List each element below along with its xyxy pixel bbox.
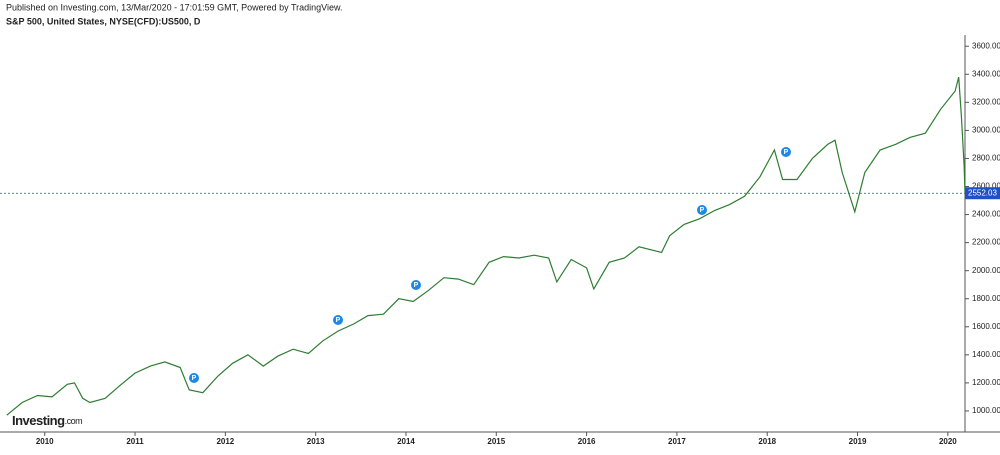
publisher-note: Published on Investing.com, 13/Mar/2020 …	[6, 2, 343, 12]
y-tick-label: 3400.00	[972, 69, 1000, 78]
p-icon: P	[411, 280, 421, 290]
p-icon-glyph: P	[336, 317, 341, 324]
p-icon: P	[697, 205, 707, 215]
logo: Investing.com	[12, 413, 82, 428]
x-tick-label: 2015	[487, 437, 505, 446]
y-tick-label: 2600.00	[972, 182, 1000, 191]
p-icon-glyph: P	[784, 149, 789, 156]
y-tick-label: 2200.00	[972, 238, 1000, 247]
y-tick-label: 2800.00	[972, 154, 1000, 163]
x-tick-label: 2010	[36, 437, 54, 446]
last-price-label: 2552.03	[968, 188, 997, 197]
x-tick-label: 2012	[216, 437, 234, 446]
p-icon-glyph: P	[700, 207, 705, 214]
event-icons: P P P P P	[189, 147, 791, 383]
y-tick-label: 1000.00	[972, 406, 1000, 415]
p-icon: P	[333, 315, 343, 325]
x-tick-label: 2020	[939, 437, 957, 446]
p-icon-glyph: P	[414, 282, 419, 289]
x-tick-label: 2018	[758, 437, 776, 446]
y-tick-label: 3200.00	[972, 97, 1000, 106]
x-tick-label: 2011	[126, 437, 144, 446]
p-icon-glyph: P	[192, 375, 197, 382]
p-icon: P	[189, 373, 199, 383]
x-tick-label: 2016	[578, 437, 596, 446]
y-tick-label: 1600.00	[972, 322, 1000, 331]
price-line	[6, 76, 966, 416]
x-tick-label: 2013	[307, 437, 325, 446]
x-tick-label: 2014	[397, 437, 415, 446]
y-tick-label: 3000.00	[972, 126, 1000, 135]
last-price-box	[965, 187, 1000, 200]
y-tick-label: 3600.00	[972, 41, 1000, 50]
x-tick-label: 2019	[849, 437, 867, 446]
logo-brand: Investing	[12, 413, 65, 428]
logo-suffix: .com	[65, 416, 83, 426]
y-tick-label: 1200.00	[972, 378, 1000, 387]
x-tick-label: 2017	[668, 437, 686, 446]
y-tick-label: 1800.00	[972, 294, 1000, 303]
chart-title: S&P 500, United States, NYSE(CFD):US500,…	[6, 16, 201, 26]
y-tick-label: 2400.00	[972, 210, 1000, 219]
y-tick-label: 2000.00	[972, 266, 1000, 275]
p-icon: P	[781, 147, 791, 157]
y-tick-label: 1400.00	[972, 350, 1000, 359]
